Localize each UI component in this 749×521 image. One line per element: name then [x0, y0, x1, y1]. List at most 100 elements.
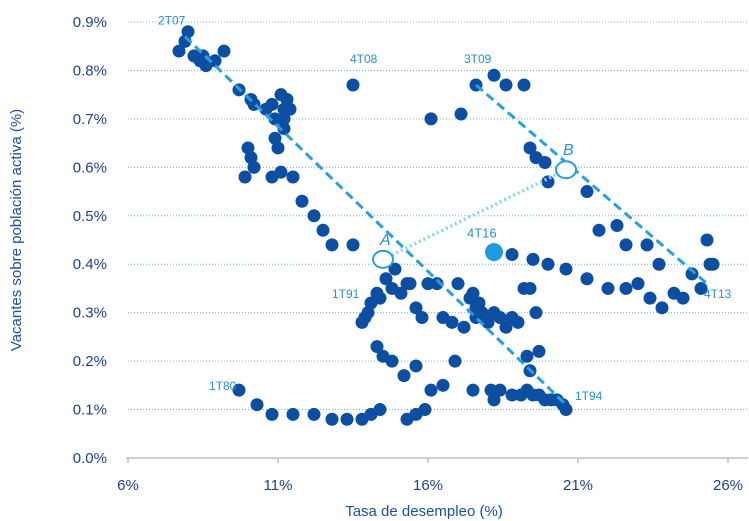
data-point [694, 281, 708, 295]
x-tick-label: 26% [713, 477, 743, 494]
data-point [286, 407, 300, 421]
data-point [529, 306, 543, 320]
data-point [601, 281, 615, 295]
x-tick-label: 11% [264, 477, 293, 494]
data-point [316, 223, 330, 237]
annotation-label: 1T80 [209, 379, 237, 393]
data-point [400, 412, 414, 426]
x-tick-label: 21% [563, 477, 593, 494]
data-point [559, 262, 573, 276]
annotation-label: 4T13 [704, 287, 732, 301]
data-point [580, 272, 594, 286]
data-point [520, 349, 534, 363]
data-point [523, 141, 537, 155]
data-point [265, 407, 279, 421]
data-point [340, 412, 354, 426]
data-point [424, 112, 438, 126]
data-point [271, 141, 285, 155]
data-point [265, 97, 279, 111]
y-tick-label: 0.9% [73, 14, 107, 31]
data-point [499, 78, 513, 92]
data-point [394, 286, 408, 300]
data-point [511, 315, 525, 329]
data-point [493, 311, 507, 325]
annotation-label: 1T94 [575, 389, 603, 403]
y-tick-label: 0.1% [73, 402, 107, 419]
y-tick-label: 0.2% [73, 353, 107, 370]
x-axis-label: Tasa de desempleo (%) [345, 503, 503, 520]
data-point [505, 388, 519, 402]
data-point [541, 257, 555, 271]
data-point [277, 112, 291, 126]
data-point [307, 209, 321, 223]
data-point [457, 320, 471, 334]
data-point [436, 378, 450, 392]
data-point [373, 291, 387, 305]
data-point [403, 277, 417, 291]
y-axis-label: Vacantes sobre población activa (%) [8, 109, 25, 351]
data-point [325, 238, 339, 252]
data-point [277, 122, 291, 136]
y-tick-label: 0.3% [73, 305, 107, 322]
data-point [409, 359, 423, 373]
annotation-label: 2T07 [158, 13, 186, 27]
gridlines [126, 21, 748, 463]
open-marker [555, 160, 577, 180]
data-point [610, 218, 624, 232]
data-point [532, 344, 546, 358]
annotation-label: A [379, 232, 391, 249]
data-point [370, 340, 384, 354]
y-tick-label: 0.6% [73, 159, 107, 176]
data-point [706, 257, 720, 271]
data-point [421, 277, 435, 291]
data-point [487, 68, 501, 82]
data-point [454, 107, 468, 121]
data-point [295, 194, 309, 208]
data-point [655, 301, 669, 315]
shift-line [382, 168, 567, 261]
data-point [481, 315, 495, 329]
data-point [541, 175, 555, 189]
y-tick-label: 0.8% [73, 62, 107, 79]
data-point [505, 248, 519, 262]
data-point [700, 233, 714, 247]
data-point [217, 44, 231, 58]
data-point [523, 281, 537, 295]
data-point [493, 383, 507, 397]
data-point [538, 155, 552, 169]
data-point [307, 407, 321, 421]
x-tick-label: 6% [117, 477, 139, 494]
x-tick-label: 16% [413, 477, 443, 494]
data-point [631, 277, 645, 291]
y-tick-labels: 0.0% 0.1% 0.2% 0.3% 0.4% 0.5% 0.6% 0.7% 0.8% 0.9% [73, 14, 107, 467]
data-point [181, 25, 195, 39]
annotations: 2T07 4T08 3T09 4T16 1T91 1T80 1T94 4T13 A B [158, 13, 732, 402]
annotation-label: 3T09 [464, 52, 492, 66]
y-tick-label: 0.7% [73, 111, 107, 128]
data-points [172, 25, 720, 426]
annotation-label: 4T16 [467, 226, 497, 241]
trend-line [183, 35, 568, 406]
data-point [430, 277, 444, 291]
data-point [526, 252, 540, 266]
trend-line [475, 83, 708, 285]
data-point [517, 78, 531, 92]
x-tick-labels: 6% 11% 16% 21% 26% [117, 477, 743, 494]
data-point [388, 262, 402, 276]
open-markers [183, 35, 708, 406]
data-point [619, 238, 633, 252]
data-point [238, 170, 252, 184]
data-point [172, 44, 186, 58]
data-point [397, 369, 411, 383]
data-point [346, 78, 360, 92]
highlight-point [485, 243, 503, 262]
data-point [232, 383, 246, 397]
data-point [643, 291, 657, 305]
data-point [580, 185, 594, 199]
data-point [499, 320, 513, 334]
data-point [325, 412, 339, 426]
data-point [283, 102, 297, 116]
data-point [208, 54, 222, 68]
y-tick-label: 0.4% [73, 256, 107, 273]
